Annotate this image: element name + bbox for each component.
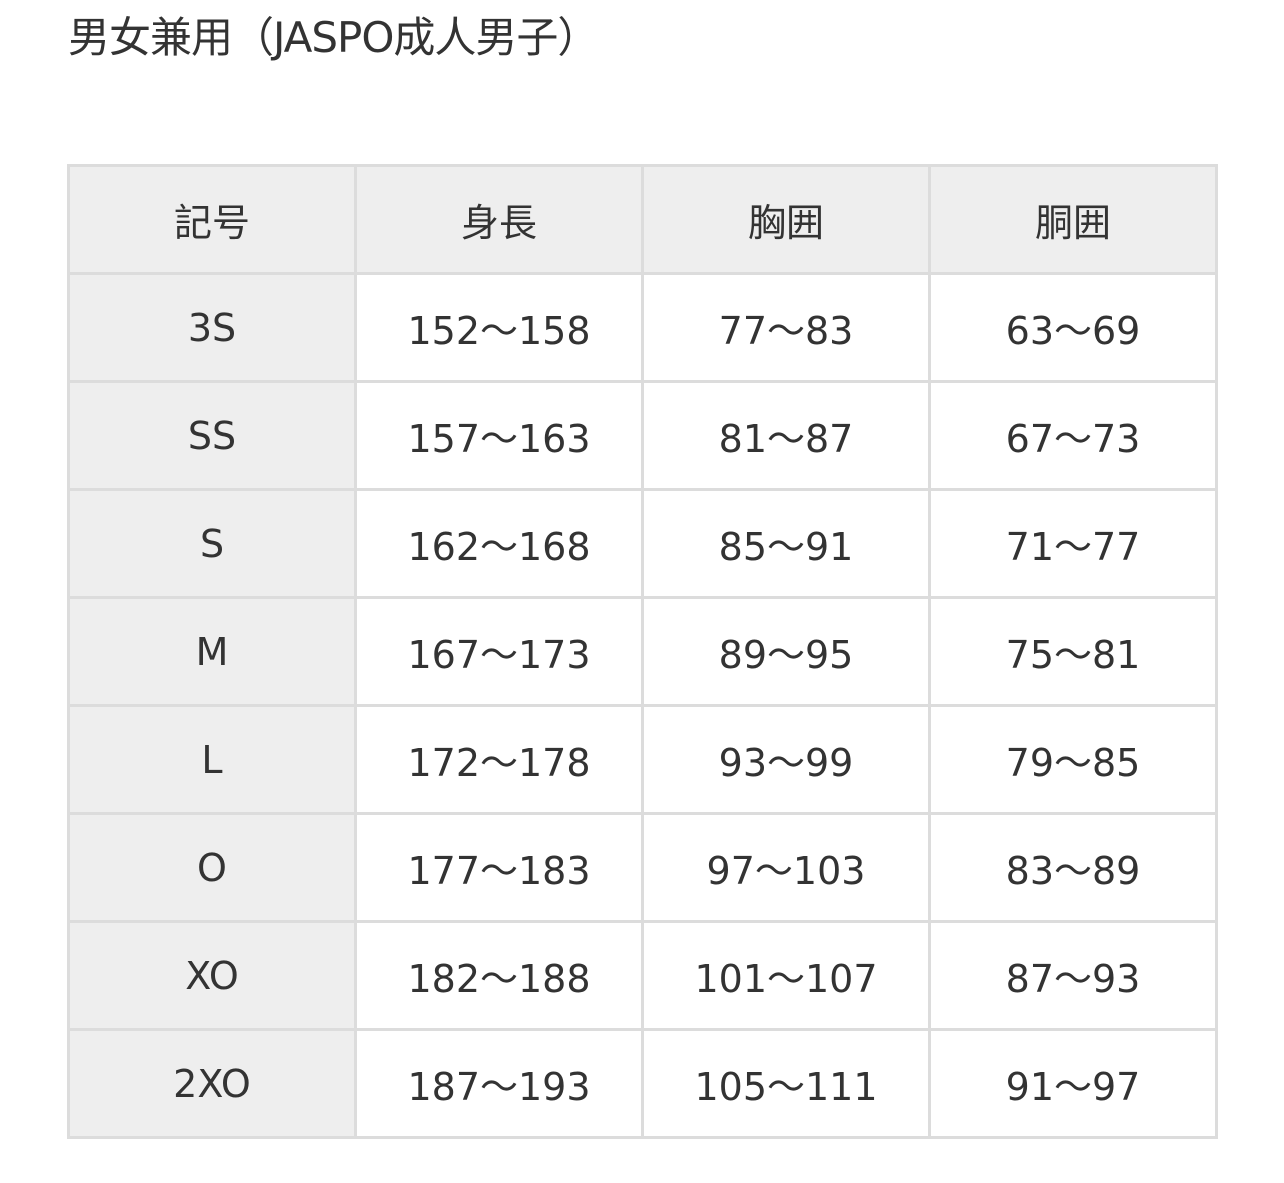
cell-height: 152〜158 <box>354 272 644 383</box>
cell-waist: 91〜97 <box>928 1028 1218 1139</box>
table-row: 2XO 187〜193 105〜111 91〜97 <box>67 1028 1218 1139</box>
cell-chest: 89〜95 <box>641 596 931 707</box>
cell-code: 3S <box>67 272 357 383</box>
cell-height: 182〜188 <box>354 920 644 1031</box>
cell-waist: 75〜81 <box>928 596 1218 707</box>
cell-code: O <box>67 812 357 923</box>
cell-chest: 105〜111 <box>641 1028 931 1139</box>
table-row: S 162〜168 85〜91 71〜77 <box>67 488 1218 599</box>
cell-height: 157〜163 <box>354 380 644 491</box>
cell-waist: 87〜93 <box>928 920 1218 1031</box>
cell-height: 167〜173 <box>354 596 644 707</box>
cell-chest: 101〜107 <box>641 920 931 1031</box>
cell-chest: 85〜91 <box>641 488 931 599</box>
cell-waist: 63〜69 <box>928 272 1218 383</box>
table-row: XO 182〜188 101〜107 87〜93 <box>67 920 1218 1031</box>
cell-code: XO <box>67 920 357 1031</box>
cell-waist: 79〜85 <box>928 704 1218 815</box>
header-code: 記号 <box>67 164 357 275</box>
cell-code: 2XO <box>67 1028 357 1139</box>
table-row: L 172〜178 93〜99 79〜85 <box>67 704 1218 815</box>
header-waist: 胴囲 <box>928 164 1218 275</box>
cell-height: 187〜193 <box>354 1028 644 1139</box>
cell-waist: 71〜77 <box>928 488 1218 599</box>
table-header-row: 記号 身長 胸囲 胴囲 <box>67 164 1218 275</box>
page-title: 男女兼用（JASPO成人男子） <box>68 13 599 62</box>
cell-waist: 67〜73 <box>928 380 1218 491</box>
cell-code: SS <box>67 380 357 491</box>
cell-chest: 93〜99 <box>641 704 931 815</box>
table-row: M 167〜173 89〜95 75〜81 <box>67 596 1218 707</box>
cell-code: M <box>67 596 357 707</box>
cell-code: L <box>67 704 357 815</box>
cell-chest: 97〜103 <box>641 812 931 923</box>
cell-chest: 81〜87 <box>641 380 931 491</box>
cell-height: 162〜168 <box>354 488 644 599</box>
cell-code: S <box>67 488 357 599</box>
cell-height: 172〜178 <box>354 704 644 815</box>
cell-waist: 83〜89 <box>928 812 1218 923</box>
cell-height: 177〜183 <box>354 812 644 923</box>
header-chest: 胸囲 <box>641 164 931 275</box>
table-row: 3S 152〜158 77〜83 63〜69 <box>67 272 1218 383</box>
cell-chest: 77〜83 <box>641 272 931 383</box>
table-row: O 177〜183 97〜103 83〜89 <box>67 812 1218 923</box>
header-height: 身長 <box>354 164 644 275</box>
size-chart-table: 記号 身長 胸囲 胴囲 3S 152〜158 77〜83 63〜69 SS 157〜163… <box>67 164 1218 1139</box>
table-row: SS 157〜163 81〜87 67〜73 <box>67 380 1218 491</box>
